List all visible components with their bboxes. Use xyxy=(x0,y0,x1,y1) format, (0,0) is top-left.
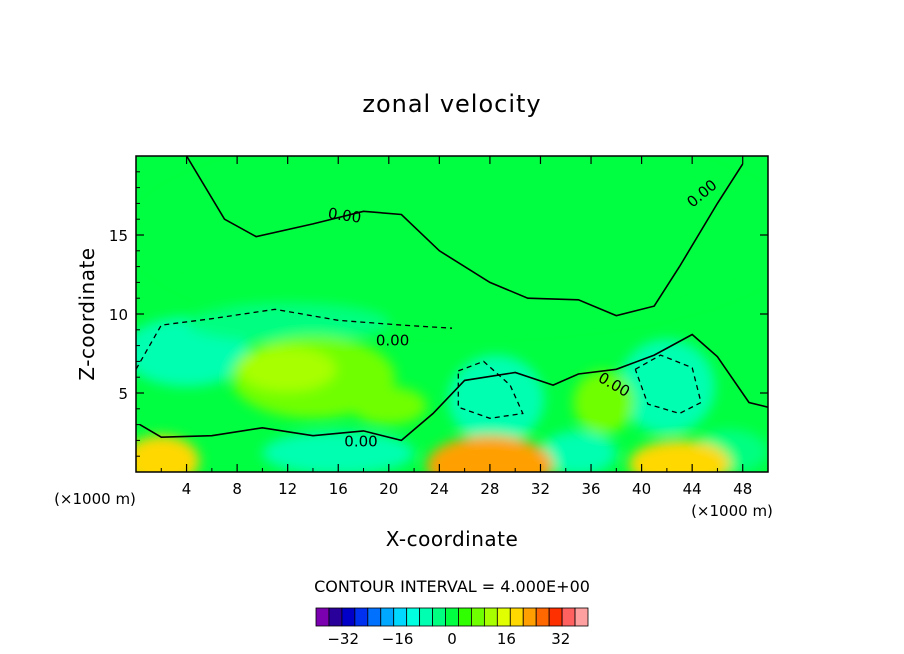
zero-contour-lower xyxy=(139,333,768,442)
negative-contour-0 xyxy=(136,308,453,370)
y-tick-label: 5 xyxy=(118,385,128,403)
field-region-14 xyxy=(628,440,731,472)
field-region-5 xyxy=(350,386,427,425)
colorbar-cell xyxy=(574,607,589,627)
x-tick-label: 28 xyxy=(480,480,499,498)
field-region-9 xyxy=(262,430,415,472)
colorbar-cell xyxy=(367,607,382,627)
colorbar-tick-label: −32 xyxy=(327,630,359,648)
colorbar-cell xyxy=(458,607,472,627)
contour-interval-text: CONTOUR INTERVAL = 4.000E+00 xyxy=(314,577,590,596)
colorbar-cell xyxy=(522,607,537,627)
colorbar-tick-label: 32 xyxy=(551,630,570,648)
contour-label: 0.00 xyxy=(344,432,377,450)
x-tick-label: 12 xyxy=(278,480,297,498)
y-axis-label: Z-coordinate xyxy=(75,247,99,380)
colorbar-cell xyxy=(341,607,356,627)
y-tick-label: 10 xyxy=(109,306,128,324)
y-axis-ticks: 5 10 15 xyxy=(109,171,768,457)
velocity-field xyxy=(136,156,768,472)
contour-label: 0.00 xyxy=(327,204,363,226)
zero-contour-upper xyxy=(185,156,744,317)
field-region-6 xyxy=(448,355,545,444)
contour-label: 0.00 xyxy=(376,331,409,349)
colorbar-cell xyxy=(315,607,330,627)
field-region-12 xyxy=(136,435,200,472)
colorbar-cell xyxy=(328,607,343,627)
colorbar-cell xyxy=(432,607,446,627)
plot-area: 0.000.000.000.000.00 xyxy=(136,156,768,472)
x-tick-label: 24 xyxy=(430,480,449,498)
field-region-0 xyxy=(136,156,768,330)
colorbar-cell xyxy=(471,607,485,627)
colorbar-cell xyxy=(393,607,408,627)
x-tick-label: 36 xyxy=(581,480,600,498)
x-tick-label: 48 xyxy=(733,480,752,498)
colorbar-cell xyxy=(561,607,576,627)
colorbar-cell xyxy=(535,607,550,627)
negative-contour-1 xyxy=(457,360,524,419)
x-unit-label-left: (×1000 m) xyxy=(54,490,136,508)
colorbar-tick-label: 16 xyxy=(497,630,516,648)
field-region-10 xyxy=(540,430,617,472)
colorbar-tick-label: 0 xyxy=(447,630,457,648)
field-region-7 xyxy=(618,339,715,435)
x-axis-ticks: 4 8 12 16 20 24 28 32 36 40 44 48 xyxy=(160,156,752,498)
colorbar-tick-label: −16 xyxy=(382,630,414,648)
colorbar-cell xyxy=(419,607,433,627)
colorbar-cell xyxy=(354,607,369,627)
colorbar-cell xyxy=(380,607,395,627)
x-tick-label: 16 xyxy=(329,480,348,498)
colorbar: −32 −16 0 16 32 xyxy=(315,607,589,648)
field-region-13 xyxy=(426,435,554,472)
x-tick-label: 40 xyxy=(632,480,651,498)
x-unit-label-right: (×1000 m) xyxy=(691,502,773,520)
colorbar-cell xyxy=(483,607,498,627)
field-region-8 xyxy=(573,370,635,435)
field-region-4 xyxy=(239,347,336,392)
x-tick-label: 8 xyxy=(232,480,242,498)
x-tick-label: 20 xyxy=(379,480,398,498)
colorbar-cell xyxy=(548,607,563,627)
colorbar-cell xyxy=(445,607,459,627)
field-region-2 xyxy=(186,304,389,343)
negative-contour-2 xyxy=(634,354,702,415)
colorbar-cell xyxy=(406,607,421,627)
x-axis-label: X-coordinate xyxy=(386,527,519,551)
y-tick-label: 15 xyxy=(109,227,128,245)
x-tick-label: 44 xyxy=(683,480,702,498)
x-tick-label: 4 xyxy=(182,480,192,498)
colorbar-cell xyxy=(509,607,524,627)
x-tick-label: 32 xyxy=(531,480,550,498)
chart-title: zonal velocity xyxy=(362,90,541,118)
colorbar-cell xyxy=(496,607,511,627)
